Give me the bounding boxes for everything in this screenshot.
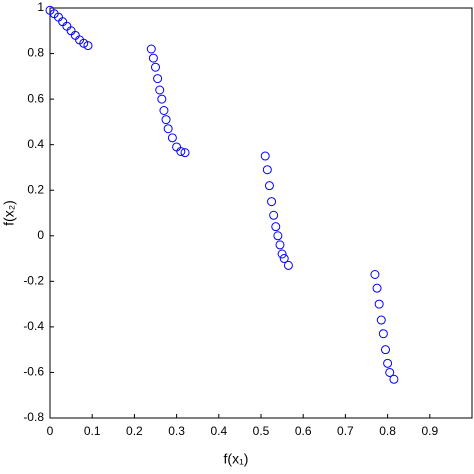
point	[383, 358, 393, 368]
y-tick-label: 0.8	[27, 46, 44, 60]
point	[262, 165, 272, 175]
x-tick-label: 0	[47, 424, 54, 438]
point	[260, 151, 270, 161]
point	[83, 41, 93, 51]
x-tick-label: 0.3	[168, 424, 185, 438]
y-tick-label: 0	[37, 228, 44, 242]
point	[157, 94, 167, 104]
point	[380, 345, 390, 355]
point	[273, 231, 283, 241]
point	[385, 367, 395, 377]
y-tick-label: 0.4	[27, 137, 44, 151]
point	[176, 147, 186, 156]
point	[151, 62, 160, 72]
point	[172, 142, 182, 152]
y-tick-label: 0.2	[27, 182, 44, 196]
point	[62, 21, 72, 31]
point	[66, 26, 76, 36]
point	[372, 283, 382, 293]
x-tick-label: 0.4	[210, 424, 227, 438]
point	[180, 148, 190, 158]
x-tick-label: 0.8	[379, 424, 396, 438]
point	[148, 53, 158, 63]
point	[271, 222, 281, 232]
point	[146, 44, 156, 54]
point	[374, 299, 384, 309]
x-tick-label: 0.6	[295, 424, 312, 438]
y-axis-label: f(x₂)	[1, 200, 17, 226]
y-tick-label: 1	[37, 0, 44, 14]
x-tick-label: 0.2	[126, 424, 143, 438]
point	[167, 133, 177, 143]
y-tick-label: -0.2	[23, 274, 44, 288]
point	[269, 210, 279, 220]
y-tick-label: 0.6	[27, 91, 44, 105]
y-tick-label: -0.4	[23, 319, 44, 333]
point	[159, 106, 169, 115]
point	[153, 74, 163, 84]
point	[283, 260, 293, 270]
x-tick-label: 0.7	[337, 424, 354, 438]
x-axis-label: f(x₁)	[224, 451, 249, 467]
point	[376, 315, 386, 325]
point	[275, 240, 285, 250]
point	[378, 329, 388, 339]
point	[79, 38, 89, 48]
point	[279, 254, 289, 264]
point	[155, 85, 165, 95]
axes-box	[49, 7, 473, 419]
point	[264, 181, 274, 191]
y-tick-label: -0.6	[23, 365, 44, 379]
point	[161, 115, 171, 125]
point	[389, 374, 399, 384]
point	[277, 249, 287, 259]
x-tick-label: 0.9	[421, 424, 438, 438]
point	[370, 270, 380, 279]
point	[163, 124, 173, 134]
y-tick-label: -0.8	[23, 410, 44, 424]
x-tick-label: 0.5	[253, 424, 270, 438]
point	[267, 197, 277, 207]
x-tick-label: 0.1	[84, 424, 101, 438]
point	[70, 30, 80, 40]
point	[58, 17, 68, 27]
